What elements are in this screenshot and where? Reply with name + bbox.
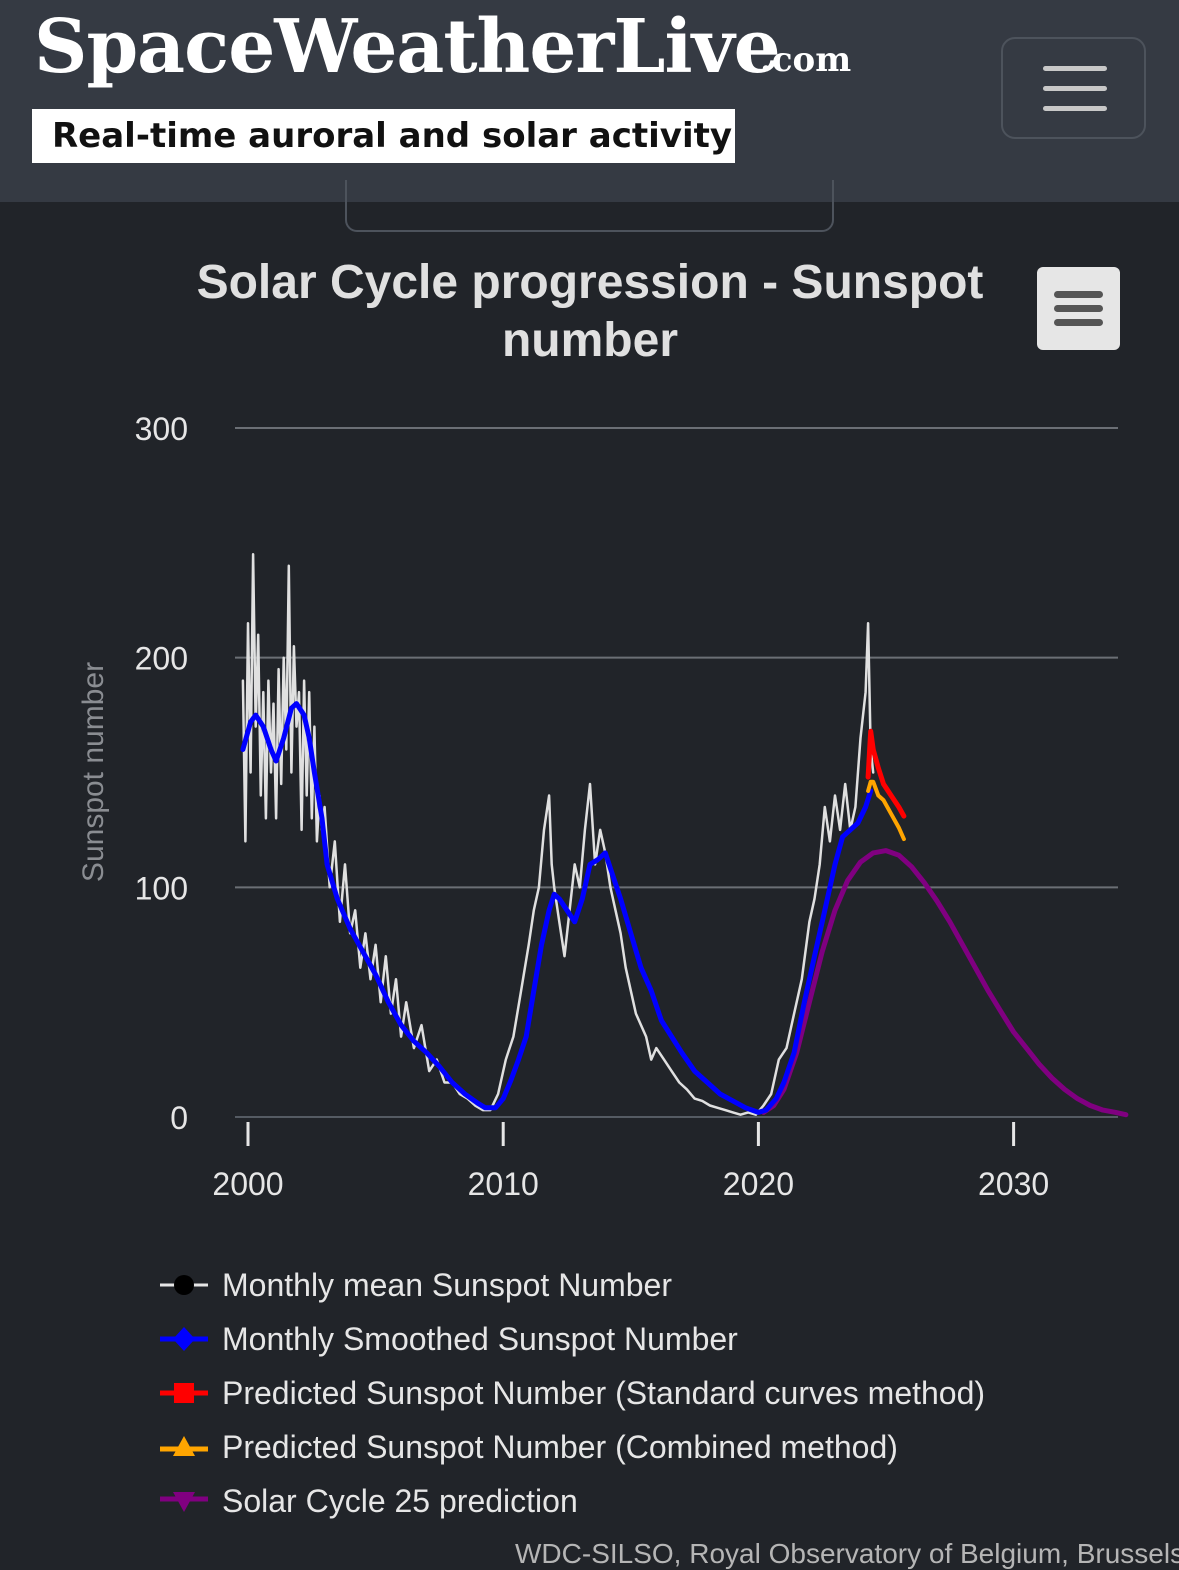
series-line-2 bbox=[865, 728, 907, 819]
series-line-3 bbox=[866, 779, 906, 842]
legend-symbol-square bbox=[160, 1383, 208, 1403]
y-tick-label: 300 bbox=[135, 411, 188, 447]
legend-item-smoothed[interactable]: Monthly Smoothed Sunspot Number bbox=[158, 1312, 1158, 1366]
x-tick-label: 2010 bbox=[468, 1166, 539, 1202]
x-tick-label: 2030 bbox=[978, 1166, 1049, 1202]
legend-item-predicted-combined[interactable]: Predicted Sunspot Number (Combined metho… bbox=[158, 1420, 1158, 1474]
legend-symbol-triangle bbox=[160, 1436, 208, 1456]
legend-symbol-circle bbox=[160, 1275, 208, 1295]
chart-legend: Monthly mean Sunspot Number Monthly Smoo… bbox=[158, 1258, 1158, 1528]
site-logo-suffix[interactable]: .com bbox=[760, 40, 852, 80]
legend-symbol-diamond bbox=[160, 1327, 208, 1351]
series-line-0 bbox=[241, 553, 875, 1116]
legend-item-cycle25-prediction[interactable]: Solar Cycle 25 prediction bbox=[158, 1474, 1158, 1528]
legend-item-monthly-mean[interactable]: Monthly mean Sunspot Number bbox=[158, 1258, 1158, 1312]
y-axis-label: Sunspot number bbox=[77, 662, 110, 882]
chart-export-menu-button[interactable] bbox=[1037, 267, 1120, 350]
legend-label: Monthly mean Sunspot Number bbox=[222, 1267, 672, 1303]
hamburger-menu-icon-bar bbox=[1043, 106, 1107, 111]
main-menu-button[interactable] bbox=[1001, 37, 1146, 139]
x-tick-label: 2000 bbox=[212, 1166, 283, 1202]
site-header: SpaceWeatherLive .com Real-time auroral … bbox=[0, 0, 1179, 202]
y-tick-label: 200 bbox=[135, 641, 188, 677]
legend-label: Solar Cycle 25 prediction bbox=[222, 1483, 578, 1519]
chart-title: Solar Cycle progression - Sunspot number bbox=[196, 256, 984, 367]
hamburger-menu-icon-bar bbox=[1043, 86, 1107, 91]
legend-symbol-triangle-down bbox=[160, 1492, 208, 1512]
site-logo[interactable]: SpaceWeatherLive bbox=[34, 4, 781, 90]
site-tagline: Real-time auroral and solar activity bbox=[32, 109, 735, 163]
legend-item-predicted-standard[interactable]: Predicted Sunspot Number (Standard curve… bbox=[158, 1366, 1158, 1420]
hamburger-menu-icon bbox=[1054, 291, 1103, 298]
legend-label: Predicted Sunspot Number (Standard curve… bbox=[222, 1375, 986, 1411]
cropped-content-box bbox=[345, 180, 834, 232]
series-line-4 bbox=[761, 848, 1129, 1118]
series-line-1 bbox=[240, 701, 874, 1115]
chart-credit[interactable]: WDC-SILSO, Royal Observatory of Belgium,… bbox=[515, 1538, 1179, 1569]
x-tick-label: 2020 bbox=[723, 1166, 794, 1202]
legend-label: Monthly Smoothed Sunspot Number bbox=[222, 1321, 738, 1357]
legend-label: Predicted Sunspot Number (Combined metho… bbox=[222, 1429, 898, 1465]
hamburger-menu-icon-bar bbox=[1054, 319, 1103, 326]
y-tick-label: 0 bbox=[170, 1100, 188, 1136]
hamburger-menu-icon bbox=[1043, 66, 1107, 71]
hamburger-menu-icon-bar bbox=[1054, 305, 1103, 312]
sunspot-chart: 0 100 200 300 2000 2010 2020 2030 Sunspot number bbox=[77, 411, 1129, 1202]
y-tick-label: 100 bbox=[135, 870, 188, 906]
